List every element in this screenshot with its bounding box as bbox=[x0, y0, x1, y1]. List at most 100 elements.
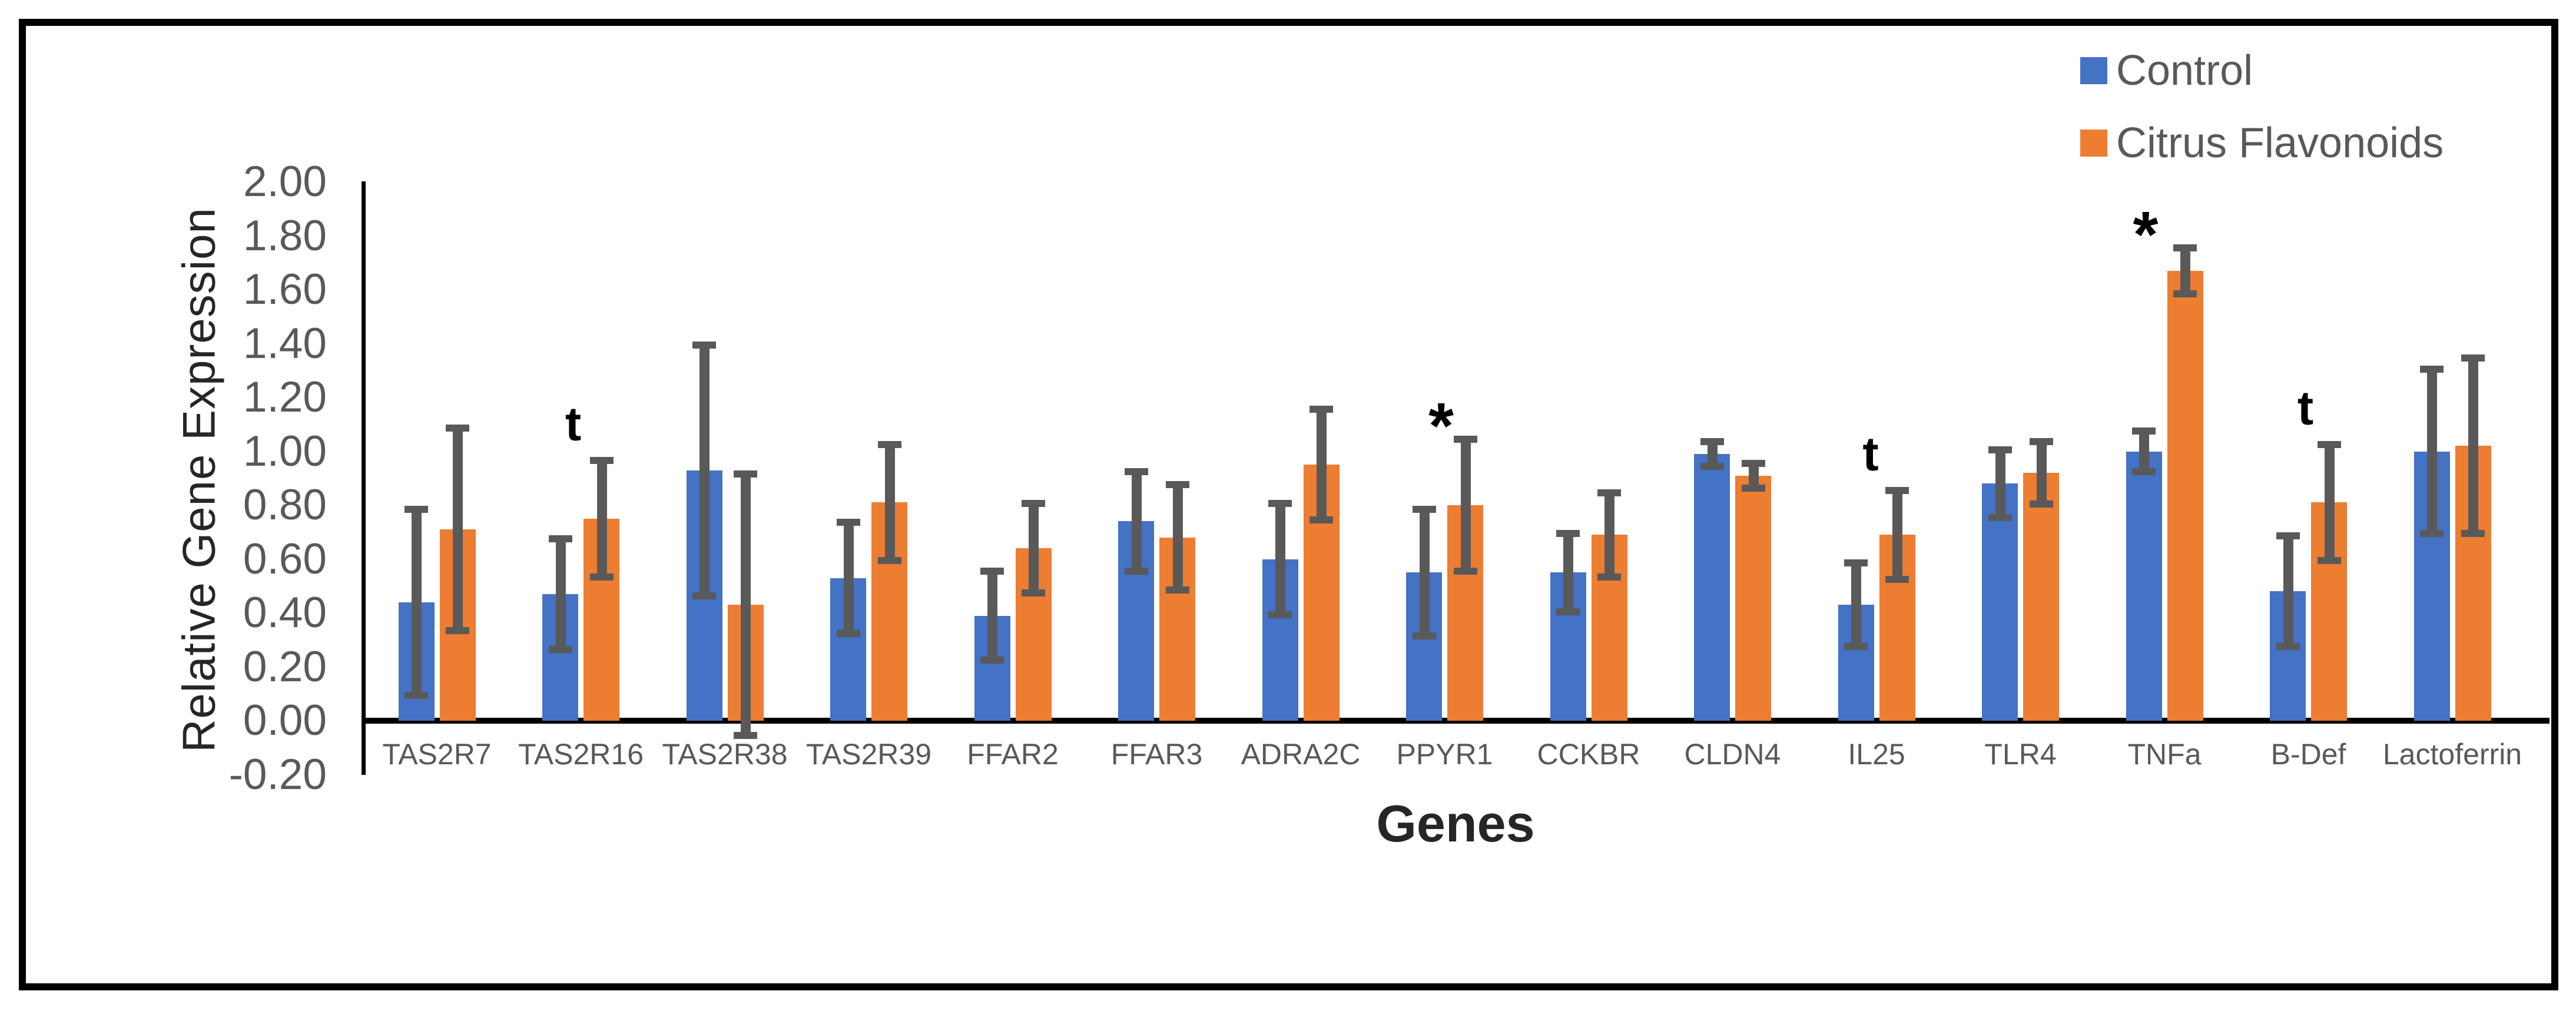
error-bar-cap-bottom bbox=[1412, 632, 1436, 640]
error-bar-cap-bottom bbox=[1453, 568, 1477, 575]
error-bar-cap-bottom bbox=[1988, 513, 2012, 521]
y-tick-label: 1.60 bbox=[243, 266, 327, 313]
x-category-label: TLR4 bbox=[1984, 738, 2057, 771]
error-bar-line bbox=[2324, 443, 2335, 562]
error-bar-line bbox=[596, 459, 607, 578]
error-bar-cap-top bbox=[405, 505, 428, 513]
chart-frame bbox=[19, 19, 2558, 990]
legend-swatch bbox=[2080, 130, 2107, 157]
error-bar-line bbox=[1707, 440, 1718, 468]
error-bar-line bbox=[1029, 502, 1039, 594]
error-bar-cap-top bbox=[446, 425, 469, 432]
significance-annotation: t bbox=[1862, 427, 1879, 481]
error-bar-cap-top bbox=[1453, 435, 1477, 443]
error-bar-line bbox=[2468, 357, 2478, 535]
x-category-label: FFAR3 bbox=[1110, 738, 1203, 771]
x-category-label: TAS2R38 bbox=[662, 738, 788, 771]
error-bar-cap-top bbox=[1022, 500, 1045, 508]
error-bar-cap-top bbox=[2276, 532, 2300, 540]
error-bar-cap-top bbox=[692, 341, 716, 349]
legend: Control Citrus Flavonoids bbox=[2080, 44, 2444, 188]
citrus-flavonoids-bar bbox=[2023, 473, 2059, 721]
error-bar-cap-bottom bbox=[734, 732, 757, 740]
x-category-label: CLDN4 bbox=[1684, 738, 1781, 771]
error-bar-cap-top bbox=[2420, 365, 2444, 373]
error-bar-cap-top bbox=[1741, 459, 1765, 467]
x-category-label: PPYR1 bbox=[1396, 738, 1493, 771]
error-bar-cap-top bbox=[2173, 244, 2197, 251]
error-bar-cap-top bbox=[1124, 468, 1148, 475]
y-tick-label: 0.40 bbox=[243, 589, 327, 637]
error-bar-cap-top bbox=[877, 440, 901, 448]
y-tick-label: 1.20 bbox=[243, 373, 327, 421]
error-bar-cap-top bbox=[1885, 486, 1909, 494]
control-bar bbox=[2126, 451, 2162, 721]
error-bar-cap-bottom bbox=[589, 573, 614, 581]
error-bar-cap-bottom bbox=[1309, 516, 1333, 524]
legend-item-control: Control bbox=[2080, 44, 2444, 98]
error-bar-cap-top bbox=[1556, 529, 1580, 537]
error-bar-cap-bottom bbox=[1885, 576, 1909, 584]
legend-swatch bbox=[2080, 57, 2107, 84]
error-bar-line bbox=[1460, 437, 1471, 573]
error-bar-line bbox=[1172, 483, 1183, 592]
error-bar-line bbox=[741, 473, 751, 737]
error-bar-cap-bottom bbox=[2276, 643, 2300, 651]
error-bar-cap-top bbox=[980, 567, 1004, 575]
error-bar-cap-top bbox=[548, 535, 572, 542]
x-category-label: Lactoferrin bbox=[2382, 738, 2522, 771]
error-bar-cap-top bbox=[1700, 438, 1724, 446]
significance-annotation: * bbox=[1428, 389, 1454, 462]
error-bar-line bbox=[453, 427, 463, 632]
error-bar-cap-bottom bbox=[2029, 500, 2053, 508]
error-bar-cap-bottom bbox=[692, 592, 716, 599]
error-bar-cap-top bbox=[1309, 406, 1333, 413]
y-tick-label: 0.80 bbox=[243, 481, 327, 529]
error-bar-cap-top bbox=[1412, 505, 1436, 513]
error-bar-line bbox=[1892, 489, 1902, 581]
error-bar-cap-bottom bbox=[446, 627, 469, 635]
error-bar-cap-top bbox=[1268, 500, 1292, 508]
citrus-flavonoids-bar bbox=[2167, 270, 2203, 721]
error-bar-line bbox=[1604, 492, 1614, 578]
error-bar-cap-bottom bbox=[836, 629, 860, 637]
error-bar-line bbox=[2139, 429, 2149, 473]
error-bar-line bbox=[1317, 408, 1327, 522]
error-bar-cap-bottom bbox=[877, 557, 901, 565]
error-bar-cap-top bbox=[2461, 354, 2485, 362]
error-bar-cap-bottom bbox=[1268, 611, 1292, 618]
y-tick-label: 0.60 bbox=[243, 535, 327, 583]
error-bar-line bbox=[843, 521, 854, 635]
x-category-label: CCKBR bbox=[1537, 738, 1640, 771]
error-bar-cap-bottom bbox=[1597, 573, 1621, 581]
error-bar-line bbox=[1748, 462, 1759, 489]
error-bar-cap-top bbox=[1165, 481, 1189, 489]
x-category-label: TAS2R7 bbox=[382, 738, 492, 771]
error-bar-cap-bottom bbox=[1844, 643, 1868, 651]
error-bar-line bbox=[2427, 367, 2437, 535]
significance-annotation: t bbox=[565, 397, 582, 452]
y-tick-label: 0.00 bbox=[243, 697, 327, 744]
error-bar-cap-bottom bbox=[980, 657, 1004, 664]
error-bar-line bbox=[2180, 246, 2190, 296]
error-bar-cap-bottom bbox=[2173, 290, 2197, 298]
error-bar-cap-bottom bbox=[2461, 530, 2485, 538]
x-category-label: IL25 bbox=[1848, 738, 1905, 771]
error-bar-cap-top bbox=[1597, 489, 1621, 497]
error-bar-cap-top bbox=[589, 457, 614, 465]
y-tick-label: 0.20 bbox=[243, 642, 327, 691]
y-axis-line bbox=[362, 181, 366, 775]
legend-label: Control bbox=[2116, 47, 2253, 94]
control-bar bbox=[1982, 483, 2018, 721]
error-bar-line bbox=[699, 343, 710, 597]
error-bar-line bbox=[555, 537, 566, 651]
error-bar-cap-bottom bbox=[1165, 586, 1189, 594]
error-bar-line bbox=[1563, 532, 1573, 613]
x-category-label: TAS2R39 bbox=[805, 738, 932, 771]
error-bar-cap-bottom bbox=[1022, 589, 1045, 596]
error-bar-line bbox=[1275, 502, 1285, 616]
error-bar-cap-top bbox=[2029, 438, 2053, 446]
significance-annotation: * bbox=[2133, 198, 2159, 271]
error-bar-cap-bottom bbox=[1124, 568, 1148, 575]
error-bar-cap-bottom bbox=[405, 691, 428, 699]
